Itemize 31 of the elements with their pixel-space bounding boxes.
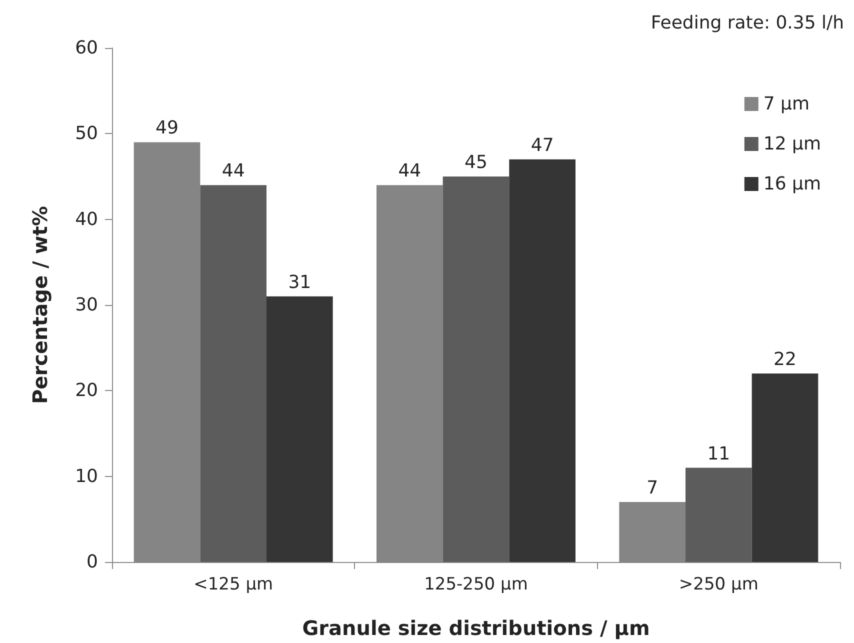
data-label: 31 [288,272,312,293]
bar [752,374,818,562]
bar [442,176,510,562]
data-label: 11 [707,443,730,464]
y-tick-label: 10 [75,466,98,487]
data-label: 49 [156,118,178,139]
y-tick-label: 20 [75,380,98,402]
bar [509,159,576,562]
bar [200,185,266,562]
data-label: 47 [530,134,554,156]
y-tick-label: 30 [75,294,98,316]
data-label: 22 [774,349,796,370]
y-axis-title: Percentage / wt% [28,206,52,404]
bar [686,468,752,562]
x-axis-title: Granule size distributions / µm [302,616,650,640]
y-tick-label: 50 [75,123,98,144]
data-label: 45 [464,152,488,173]
data-label: 44 [222,160,245,182]
y-tick-label: 60 [75,38,98,58]
x-tick-label: <125 µm [194,574,274,594]
y-tick-label: 40 [75,208,98,230]
y-tick-label: 0 [86,552,98,572]
x-tick-label: >250 µm [678,574,758,594]
bar [266,296,333,562]
data-label: 7 [646,478,658,499]
data-label: 44 [398,160,422,182]
legend-label: 7 µm [763,94,810,114]
legend-label: 16 µm [763,174,822,194]
text: Feeding rate: 0.35 l/h [650,12,844,34]
x-tick-label: 125-250 µm [424,574,528,594]
legend-label: 12 µm [763,134,822,154]
